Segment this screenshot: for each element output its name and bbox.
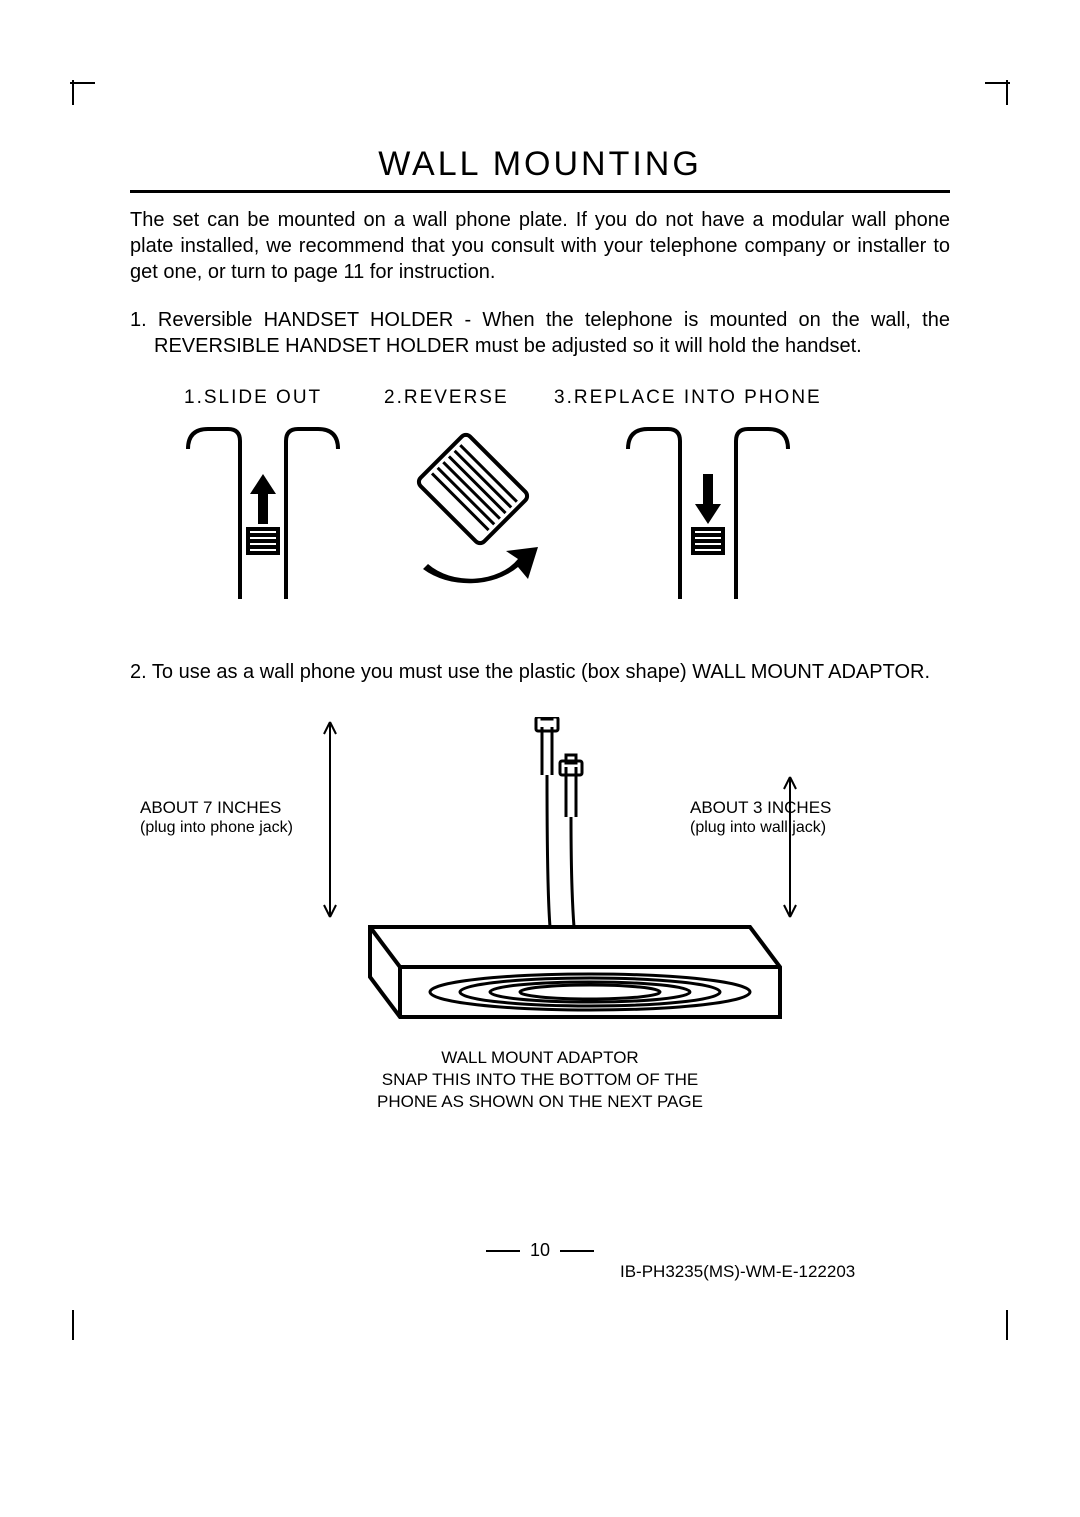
- diagram-slide-out-icon: [178, 419, 348, 619]
- left-dimension-label: ABOUT 7 INCHES (plug into phone jack): [140, 797, 293, 838]
- handset-holder-diagrams: [178, 419, 950, 619]
- page-footer: 10: [130, 1240, 950, 1261]
- step-2-text: To use as a wall phone you must use the …: [152, 661, 930, 683]
- label-reverse: 2.REVERSE: [384, 387, 554, 409]
- adaptor-caption-line3: PHONE AS SHOWN ON THE NEXT PAGE: [320, 1091, 760, 1113]
- crop-mark-bl: [70, 1310, 100, 1340]
- label-slide-out: 1.SLIDE OUT: [184, 387, 384, 409]
- adaptor-caption: WALL MOUNT ADAPTOR SNAP THIS INTO THE BO…: [320, 1047, 760, 1113]
- step-1-number: 1.: [130, 309, 147, 331]
- left-dim-sub: (plug into phone jack): [140, 818, 293, 838]
- diagram-wall-mount-adaptor-icon: [310, 717, 810, 1037]
- step-1: 1. Reversible HANDSET HOLDER - When the …: [130, 307, 950, 359]
- step-2-number: 2.: [130, 661, 147, 683]
- crop-mark-tr: [980, 80, 1010, 110]
- wall-mount-adaptor-block: ABOUT 7 INCHES (plug into phone jack) AB…: [130, 707, 950, 1127]
- diagram-reverse-icon: [388, 419, 558, 619]
- page-content: WALL MOUNTING The set can be mounted on …: [130, 145, 950, 1127]
- diagram-replace-icon: [598, 419, 818, 619]
- crop-mark-tl: [70, 80, 100, 110]
- page-number: 10: [130, 1240, 950, 1261]
- step-2: 2. To use as a wall phone you must use t…: [130, 659, 950, 685]
- adaptor-caption-line1: WALL MOUNT ADAPTOR: [320, 1047, 760, 1069]
- adaptor-caption-line2: SNAP THIS INTO THE BOTTOM OF THE: [320, 1069, 760, 1091]
- label-replace: 3.REPLACE INTO PHONE: [554, 387, 822, 409]
- intro-paragraph: The set can be mounted on a wall phone p…: [130, 207, 950, 285]
- crop-mark-br: [980, 1310, 1010, 1340]
- document-reference: IB-PH3235(MS)-WM-E-122203: [620, 1262, 1000, 1282]
- step-1-text: Reversible HANDSET HOLDER - When the tel…: [154, 309, 950, 357]
- diagram-labels-row: 1.SLIDE OUT 2.REVERSE 3.REPLACE INTO PHO…: [130, 387, 950, 409]
- page-title: WALL MOUNTING: [130, 145, 950, 193]
- left-dim-text: ABOUT 7 INCHES: [140, 797, 293, 818]
